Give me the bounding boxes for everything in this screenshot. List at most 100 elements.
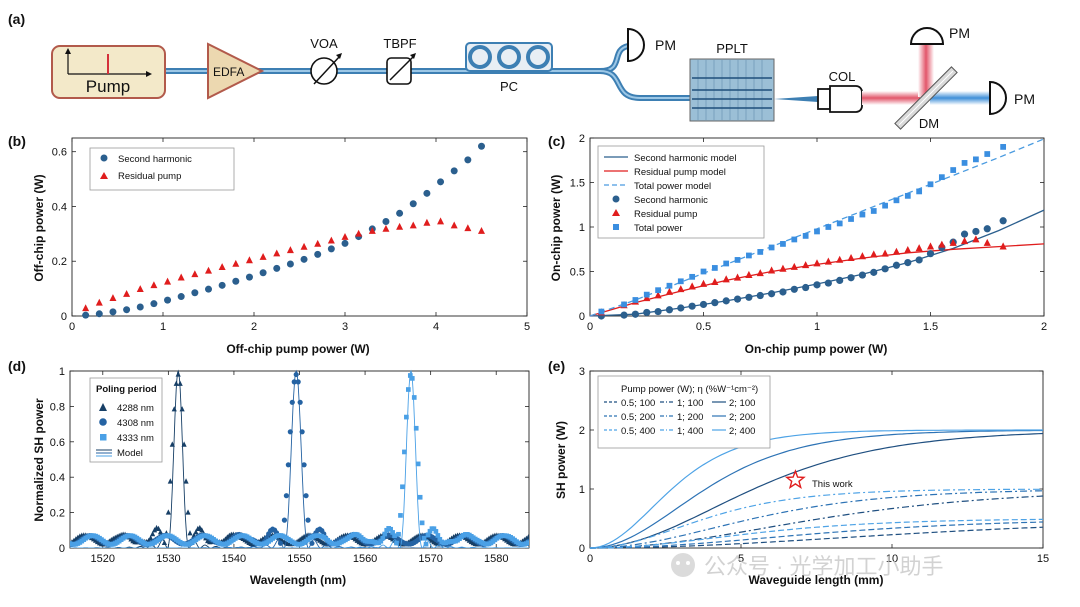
chart-b-point-sh: [300, 255, 308, 263]
chart-c-model-line-1: [589, 243, 1045, 317]
chart-b-point-pump: [205, 266, 212, 274]
chart-d-ytick-label: 0: [59, 543, 65, 555]
chart-c-point-pump: [858, 252, 866, 260]
pm-label-3: PM: [1014, 91, 1035, 107]
chart-c-point-pump: [847, 253, 855, 262]
chart-c-point-pump: [813, 259, 821, 267]
voa-arrowhead: [336, 53, 342, 59]
chart-b-point-pump: [355, 229, 363, 237]
collimator-body: [829, 85, 863, 113]
chart-d-point-4308nm: [283, 493, 289, 499]
pump-beam-vertical: [918, 45, 934, 97]
chart-b-point-sh: [396, 209, 404, 217]
chart-c-point-pump: [722, 275, 730, 283]
chart-c-xtick-label: 0.5: [696, 321, 711, 333]
chart-c-point-pump: [824, 257, 832, 265]
chart-c-point-total: [836, 220, 843, 227]
chart-b-point-pump: [382, 224, 390, 232]
chart-c-point-total: [791, 236, 798, 243]
chart-e-legend-label-8: 2; 400: [729, 426, 755, 437]
chart-c-point-sh: [960, 230, 969, 238]
schematic: (a) Pump EDFA VOA TBPF: [8, 11, 1035, 131]
sh-beam: [930, 91, 990, 105]
chart-d-point-4308nm: [303, 493, 309, 499]
chart-c-point-total: [598, 308, 605, 315]
chart-b-point-sh: [150, 300, 158, 308]
chart-d-point-4308nm: [309, 540, 315, 546]
chart-b-ylabel: Off-chip power (W): [32, 174, 46, 281]
chart-c-point-pump: [688, 282, 696, 290]
chart-c-point-total: [677, 278, 684, 285]
chart-b-point-sh: [382, 218, 390, 226]
chart-d-point-4308nm: [287, 429, 293, 435]
watermark-text: 公众号 · 光学加工小助手: [704, 554, 944, 579]
chart-d-point-4333nm: [398, 513, 403, 518]
chart-c-point-total: [666, 282, 673, 289]
chart-c-point-total: [973, 156, 979, 163]
chart-c-point-total: [938, 174, 945, 181]
chart-b-legend-pump-marker: [100, 172, 108, 179]
chart-e-curve-0-5--100: [590, 526, 1044, 549]
chart-c-point-pump: [756, 269, 764, 277]
chart-d-xtick-label: 1520: [91, 553, 115, 565]
chart-c-point-total: [870, 208, 877, 214]
chart-c-legend-total: Total power: [634, 223, 683, 234]
chart-d-point-4288nm: [165, 509, 171, 515]
chart-d-point-4288nm: [150, 531, 156, 537]
chart-d-point-4308nm: [305, 517, 311, 523]
pump-arrow-x: [146, 71, 152, 77]
panel-label-c: (c): [548, 133, 565, 149]
chart-c-point-sh: [643, 308, 651, 317]
chart-b-point-sh: [245, 273, 253, 281]
chart-c-point-total: [848, 216, 854, 222]
chart-b-ytick-label: 0.6: [52, 147, 67, 159]
chart-c-ytick-label: 2: [579, 133, 585, 145]
chart-b-point-pump: [109, 294, 117, 301]
chart-d-point-4333nm: [404, 414, 409, 420]
chart-e-curve-2--400: [589, 429, 1043, 549]
chart-d-xtick-label: 1580: [484, 553, 508, 565]
chart-e-ytick-label: 0: [579, 543, 585, 555]
chart-c-point-pump: [654, 291, 662, 299]
chart-d-point-4333nm: [415, 461, 421, 467]
chart-d-point-4333nm: [394, 540, 399, 546]
chart-d-point-4288nm: [173, 380, 179, 386]
chart-e-curve-0-5--400: [590, 518, 1043, 549]
output-taper: [774, 96, 818, 102]
chart-c-point-total: [757, 249, 764, 255]
chart-c-point-sh: [756, 291, 764, 300]
chart-b-point-sh: [259, 269, 267, 277]
chart-c-point-total: [643, 291, 650, 298]
chart-d-point-4333nm: [421, 535, 427, 541]
chart-b-xtick-label: 2: [251, 321, 257, 333]
chart-d-point-4333nm: [437, 536, 443, 542]
chart-b-point-pump: [95, 298, 103, 306]
chart-d-point-4288nm: [161, 539, 168, 546]
pplt-waveguides: [692, 77, 772, 109]
chart-d-xtick-label: 1570: [418, 553, 442, 565]
chart-c-point-sh: [802, 283, 810, 292]
chart-d-point-4308nm: [293, 371, 299, 378]
chart-c-point-pump: [745, 270, 753, 278]
pump-beam-horizontal: [862, 91, 920, 105]
chart-d-point-4288nm: [167, 478, 173, 484]
chart-e-legend-label-4: 1; 200: [677, 412, 703, 423]
chart-c-point-pump: [915, 244, 923, 252]
pc-label: PC: [500, 79, 518, 94]
chart-b-point-sh: [218, 281, 226, 289]
chart-c-point-sh: [779, 288, 787, 296]
chart-d-point-4308nm: [291, 379, 297, 385]
chart-b-legend: [89, 147, 235, 191]
chart-e-legend-label-7: 1; 400: [677, 426, 703, 437]
chart-d-plot-area: [70, 369, 529, 548]
chart-b-point-sh: [191, 289, 199, 297]
voa-icon: [310, 57, 338, 85]
chart-c-point-pump: [643, 294, 651, 302]
chart-c-point-sh: [870, 268, 878, 276]
chart-d-legend-4288-marker: [99, 403, 107, 411]
chart-b-point-pump: [409, 221, 417, 229]
pump-label: Pump: [86, 77, 130, 96]
chart-b-point-pump: [464, 224, 472, 232]
chart-b-point-sh: [82, 311, 90, 319]
